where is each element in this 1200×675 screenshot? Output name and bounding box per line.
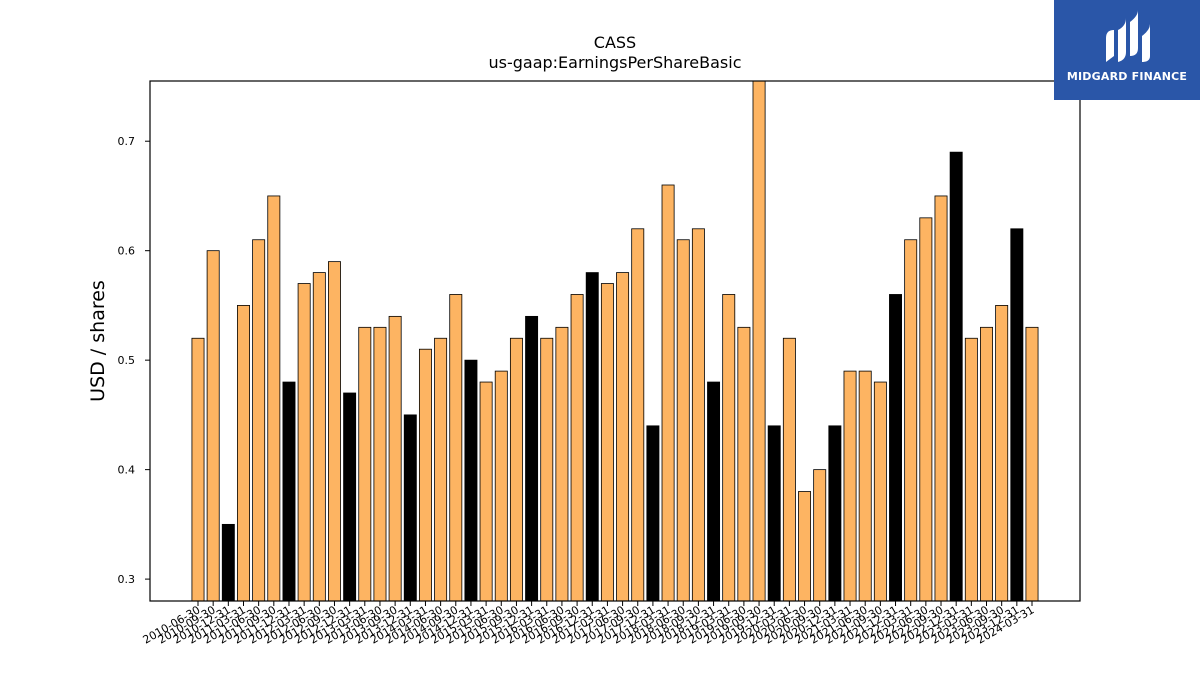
- bar-2022-12-31: [949, 151, 963, 602]
- bars-group: [191, 80, 1039, 602]
- bar-2014-03-31: [418, 348, 432, 602]
- bar-2011-09-30: [267, 195, 281, 602]
- bar-2011-12-31: [282, 381, 296, 602]
- bar-2017-06-30: [616, 272, 630, 602]
- bar-2014-06-30: [434, 337, 448, 602]
- bar-2012-03-31: [297, 283, 311, 602]
- bar-2018-12-31: [707, 381, 721, 602]
- bar-2010-09-30: [206, 250, 220, 602]
- bar-2021-03-31: [843, 370, 857, 602]
- bar-2020-06-30: [798, 491, 812, 602]
- bar-2013-09-30: [388, 315, 402, 602]
- y-tick-label: 0.4: [118, 464, 136, 477]
- bar-2014-09-30: [449, 294, 463, 602]
- bar-2012-09-30: [328, 261, 341, 602]
- bar-2013-03-31: [358, 326, 372, 602]
- bar-2019-09-30: [752, 80, 766, 602]
- bar-2010-06-30: [191, 337, 205, 602]
- bar-2020-09-30: [813, 469, 827, 602]
- bar-2021-09-30: [873, 381, 887, 602]
- bar-2023-12-31: [1010, 228, 1024, 602]
- bar-2015-12-31: [525, 315, 539, 602]
- bar-2018-03-31: [661, 184, 675, 602]
- bar-2020-12-31: [828, 425, 842, 602]
- y-tick-label: 0.7: [118, 135, 136, 148]
- chart-subtitle: us-gaap:EarningsPerShareBasic: [488, 53, 741, 72]
- bar-2013-06-30: [373, 326, 387, 602]
- bar-2016-06-30: [555, 326, 569, 602]
- bar-2021-06-30: [858, 370, 872, 602]
- bar-2015-09-30: [509, 337, 523, 602]
- bar-2023-06-30: [980, 326, 993, 602]
- bar-2022-03-31: [904, 239, 918, 602]
- bar-2022-06-30: [919, 217, 933, 602]
- bar-2011-03-31: [237, 305, 250, 602]
- bar-2018-06-30: [676, 239, 690, 602]
- bar-2015-03-31: [479, 381, 493, 602]
- bar-2015-06-30: [494, 370, 508, 602]
- bar-2017-12-31: [646, 425, 660, 602]
- bar-2017-09-30: [631, 228, 645, 602]
- bar-2012-12-31: [343, 392, 357, 602]
- bar-2019-03-31: [722, 294, 736, 602]
- bar-2024-03-31: [1025, 326, 1039, 602]
- y-tick-label: 0.6: [118, 245, 136, 258]
- bar-2020-03-31: [782, 337, 796, 602]
- bar-2023-09-30: [995, 305, 1009, 602]
- bar-2010-12-31: [221, 523, 235, 602]
- bar-2016-12-31: [585, 272, 599, 602]
- bar-2017-03-31: [600, 283, 614, 602]
- brand-name: MIDGARD FINANCE: [1066, 70, 1188, 83]
- bar-2019-12-31: [767, 425, 781, 602]
- y-axis: 0.3 0.4 0.5 0.6 0.7: [118, 135, 150, 586]
- y-tick-label: 0.5: [118, 354, 136, 367]
- chart-title: CASS: [594, 33, 636, 52]
- y-tick-label: 0.3: [118, 573, 136, 586]
- x-axis: 2010-06-302010-09-302010-12-312011-03-31…: [141, 601, 1037, 647]
- brand-mark-icon: [1106, 10, 1150, 62]
- plot-frame: [149, 80, 1081, 602]
- bar-2023-03-31: [964, 337, 978, 602]
- y-axis-label: USD / shares: [87, 280, 109, 402]
- bar-2014-12-31: [464, 359, 478, 602]
- bar-2016-09-30: [570, 294, 584, 602]
- bar-2012-06-30: [312, 272, 326, 602]
- bar-2018-09-30: [691, 228, 705, 602]
- bar-2011-06-30: [252, 239, 266, 602]
- bar-2016-03-31: [540, 337, 554, 602]
- bar-2021-12-31: [889, 294, 902, 602]
- bar-2013-12-31: [403, 414, 417, 602]
- brand-logo: MIDGARD FINANCE: [1054, 0, 1200, 100]
- bar-2022-09-30: [934, 195, 948, 602]
- bar-2019-06-30: [737, 326, 751, 602]
